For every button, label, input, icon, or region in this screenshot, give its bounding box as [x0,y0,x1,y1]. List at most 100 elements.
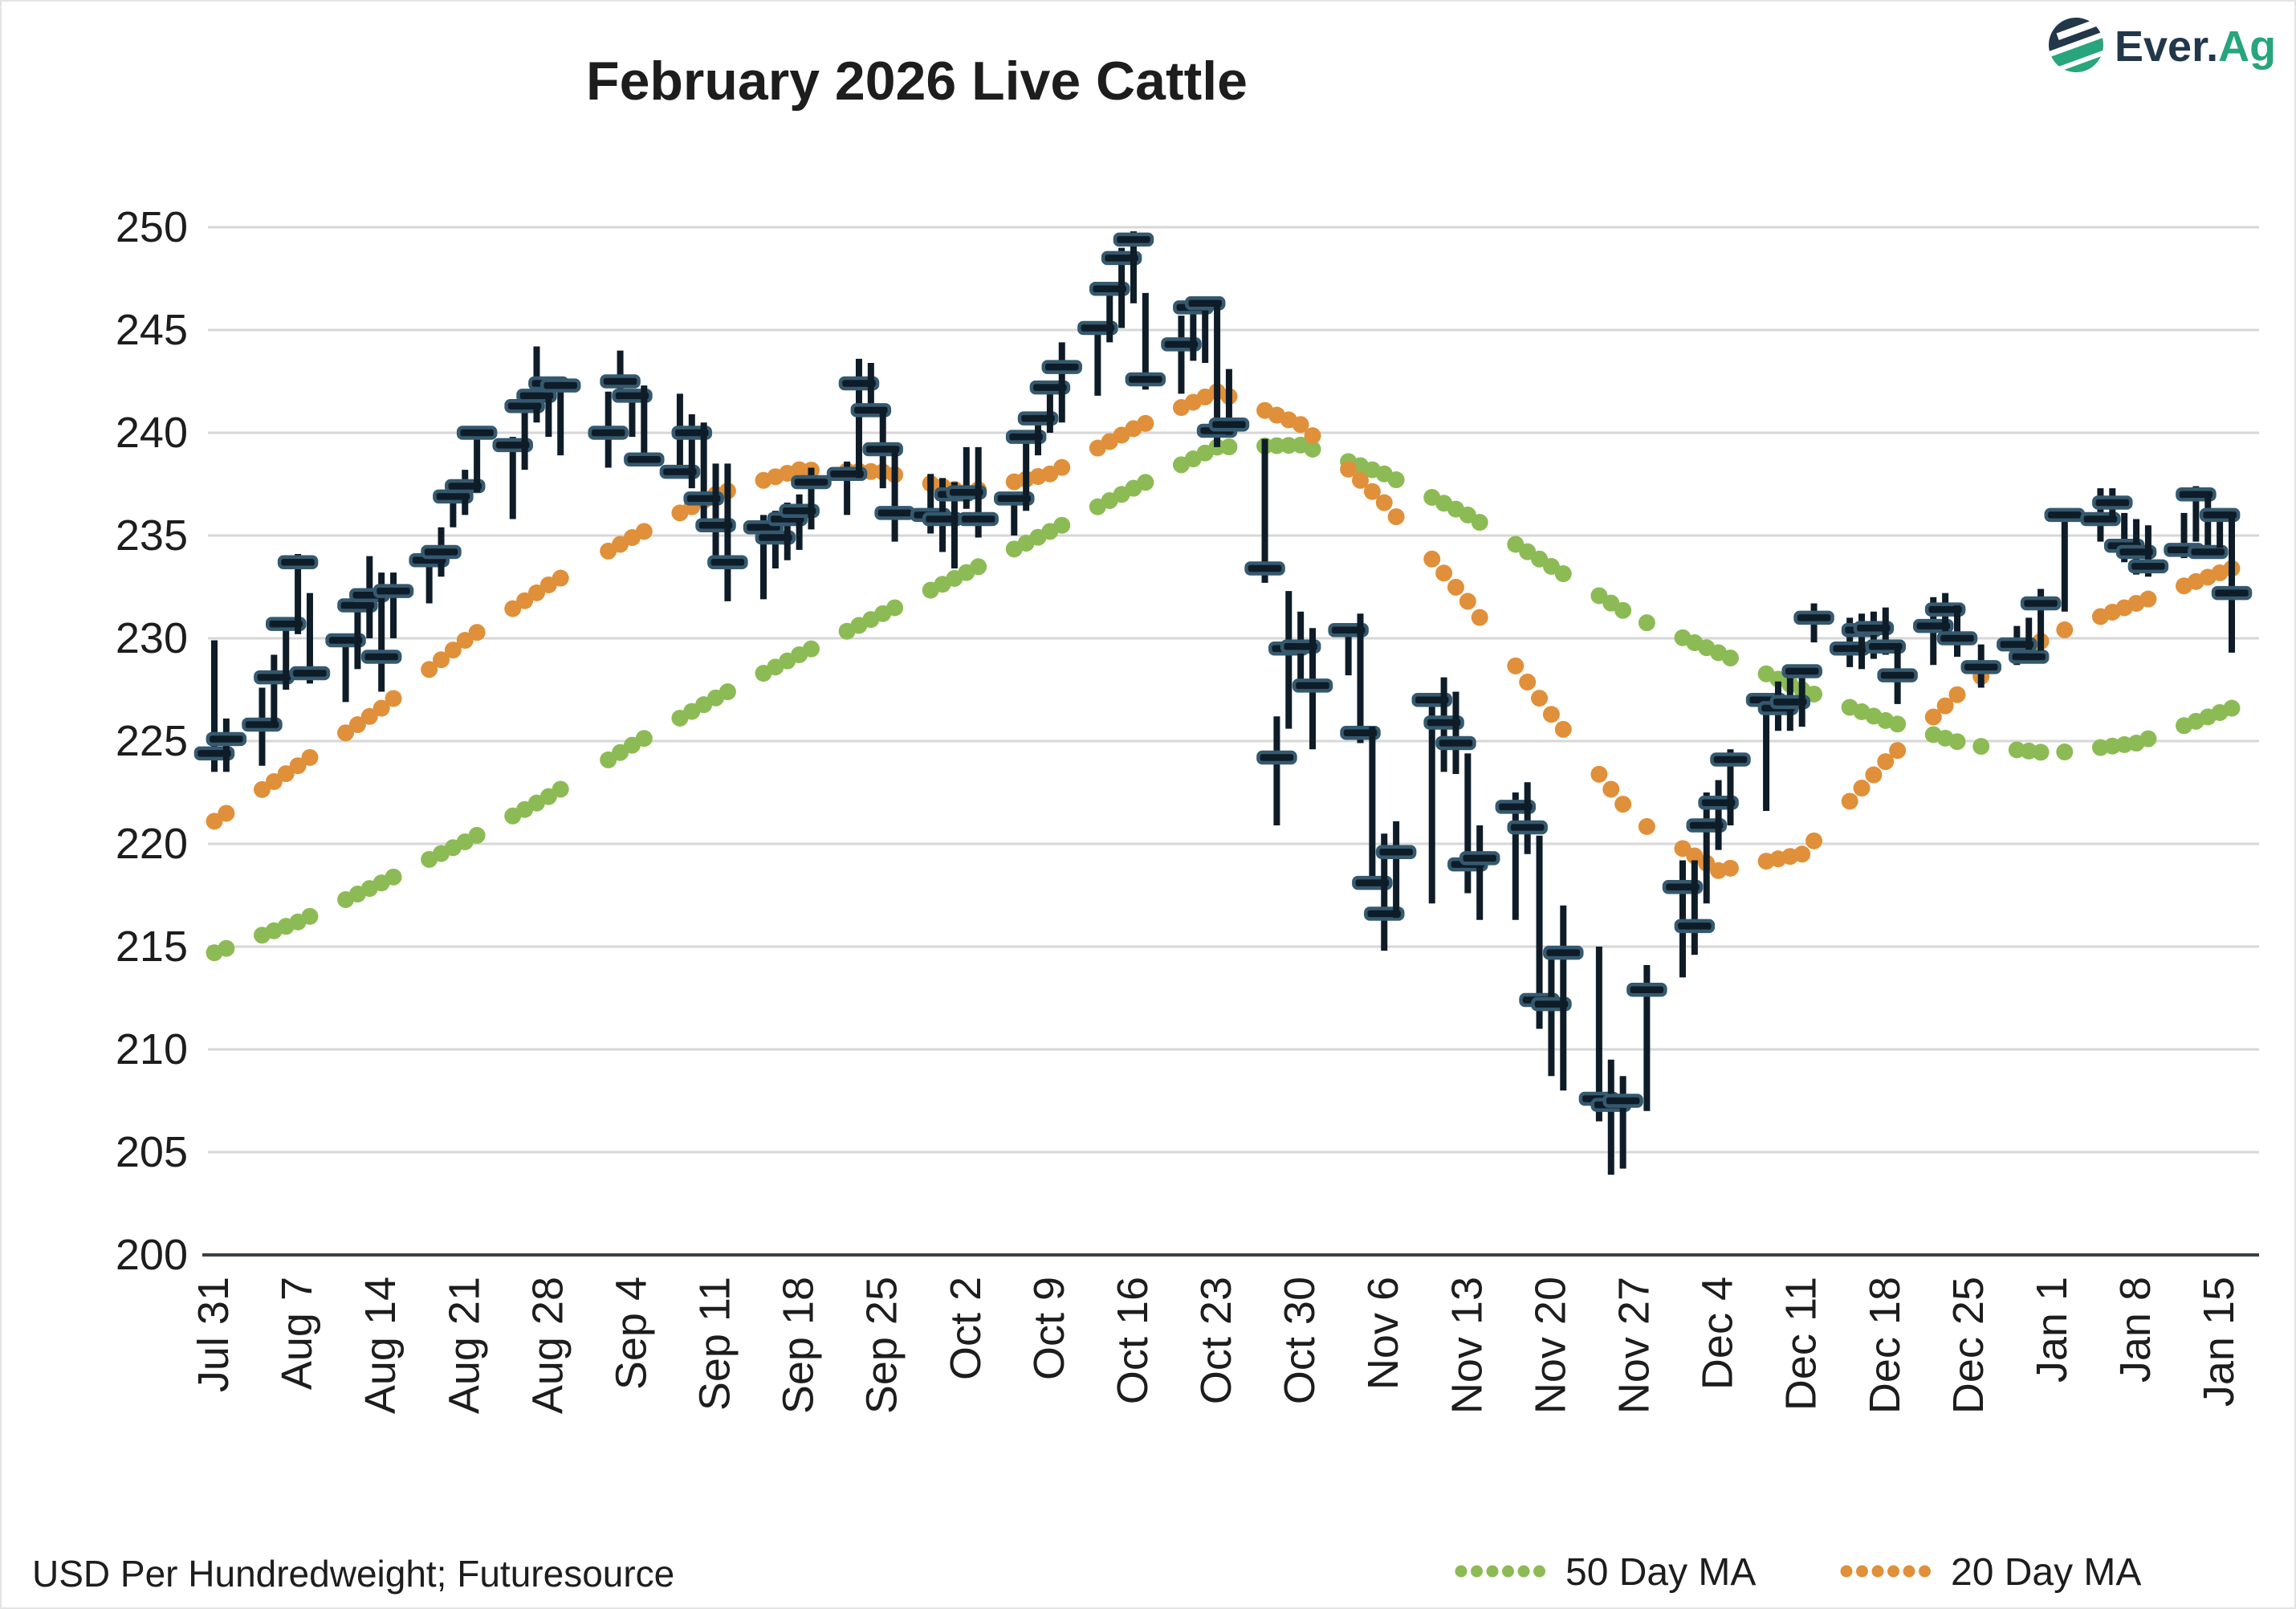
ma50-dot [1972,738,1990,756]
ma50-dot [1721,650,1739,667]
chart-title: February 2026 Live Cattle [586,51,1248,112]
close-tick [1125,372,1166,387]
ma50-dot [1471,514,1488,532]
ma20-dot [1292,416,1309,434]
ma20-dot [1554,720,1572,738]
close-tick [1936,631,1978,646]
y-tick-label: 230 [116,614,188,662]
ma20-dot [1721,859,1739,877]
x-tick-label: Sep 4 [607,1277,655,1390]
x-tick-label: Oct 9 [1025,1277,1073,1380]
ma20-dot [1304,427,1321,445]
close-tick [1602,1094,1643,1108]
ma50-dot [301,907,319,925]
close-tick [1626,983,1667,997]
close-tick [2127,559,2169,574]
legend-swatch-20-day-ma [1840,1565,1931,1578]
close-tick [791,475,832,490]
ma20-dot [1924,708,1942,726]
close-tick [2044,507,2086,523]
ma20-dot [2139,590,2157,608]
everag-logo: Ever.Ag [2041,10,2276,80]
close-tick [1375,845,1417,859]
ma20-dot [385,690,402,707]
ma20-dot [468,624,486,642]
x-tick-label: Jan 1 [2028,1277,2076,1383]
ma20-dot [1375,494,1393,511]
x-tick-label: Aug 14 [356,1277,405,1414]
ma20-dot [1435,564,1453,582]
ma20-dot [1542,706,1560,723]
ma20-dot [1865,766,1883,784]
x-tick-label: Aug 21 [440,1277,488,1414]
close-tick [2211,585,2253,601]
legend-dot [1840,1565,1853,1578]
y-tick-label: 200 [116,1231,188,1279]
ma50-dot [2223,699,2241,717]
ma20-dot [552,569,569,587]
y-tick-label: 215 [116,923,188,971]
close-tick [1543,945,1584,960]
x-tick-label: Oct 23 [1192,1277,1240,1404]
close-tick [2020,596,2062,611]
legend-dot [1517,1565,1530,1578]
close-tick [1292,678,1333,693]
ma50-dot [218,939,235,957]
y-tick-label: 240 [116,409,188,457]
footer-note: USD Per Hundredweight; Futuresource [32,1553,674,1595]
x-tick-label: Oct 2 [942,1277,990,1380]
ma20-dot [527,584,545,601]
ma50-dot [1304,440,1321,458]
ma20-dot [1340,460,1358,478]
ma50-dot [802,640,820,658]
ma50-dot [1614,601,1632,619]
ma20-dot [218,804,235,822]
ma50-dot [719,683,736,701]
x-tick-label: Aug 28 [523,1277,572,1414]
close-tick [2188,544,2229,560]
legend-swatch-50-day-ma [1455,1565,1545,1578]
ma50-dot [1889,715,1907,733]
ma50-dot [1053,516,1071,534]
legend: 50 Day MA 20 Day MA [1455,1551,2141,1594]
x-tick-label: Jan 15 [2195,1277,2243,1407]
ma20-dot [1447,578,1464,596]
x-tick-label: Jul 31 [189,1277,238,1392]
ma50-dot [1268,437,1285,454]
ma50-dot [468,826,486,844]
ma50-dot [1554,565,1572,583]
ma20-dot [206,813,223,830]
ma20-dot [1889,742,1907,760]
close-tick [1710,752,1751,767]
ma50-dot [2032,743,2050,761]
close-tick [1781,664,1822,678]
ma20-dot [1853,780,1871,797]
close-tick [1208,418,1250,432]
logo-text-primary: Ever. [2115,22,2218,71]
close-tick [707,555,748,570]
ma50-dot [1638,614,1655,632]
ma20-dot [635,523,653,540]
ma20-dot [1423,550,1441,568]
ma20-dot [1387,508,1405,526]
legend-label-50-day-ma: 50 Day MA [1565,1551,1756,1594]
ma20-dot [1602,780,1620,798]
close-tick [539,378,581,393]
x-tick-label: Sep 11 [691,1277,739,1411]
ma20-dot [1507,657,1525,674]
ma20-dot [1841,792,1858,810]
ma50-dot [886,599,904,617]
ma50-dot [2056,743,2074,761]
grid-layer [208,226,2259,1154]
x-tick-label: Sep 25 [858,1277,906,1414]
ma20-dot [360,707,378,725]
legend-dot [1533,1565,1545,1578]
x-tick-label: Nov 13 [1443,1277,1491,1414]
ma20-dot [348,716,366,734]
close-tick [1507,820,1548,835]
ma20-dot [1948,686,1966,703]
ma50-dot [2139,730,2157,747]
ma50-dot [552,780,569,798]
axis-layer: 200 205 210 215 220 225 230 235 240 245 250 Jul 31 A… [116,203,2259,1414]
